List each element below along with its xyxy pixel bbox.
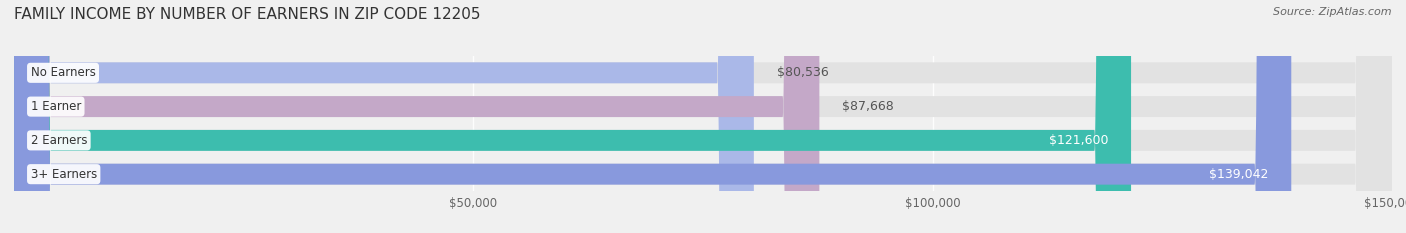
Text: No Earners: No Earners bbox=[31, 66, 96, 79]
Text: $121,600: $121,600 bbox=[1049, 134, 1108, 147]
Text: Source: ZipAtlas.com: Source: ZipAtlas.com bbox=[1274, 7, 1392, 17]
FancyBboxPatch shape bbox=[14, 0, 1392, 233]
FancyBboxPatch shape bbox=[14, 0, 1130, 233]
FancyBboxPatch shape bbox=[14, 0, 1392, 233]
FancyBboxPatch shape bbox=[14, 0, 1392, 233]
FancyBboxPatch shape bbox=[14, 0, 754, 233]
Text: FAMILY INCOME BY NUMBER OF EARNERS IN ZIP CODE 12205: FAMILY INCOME BY NUMBER OF EARNERS IN ZI… bbox=[14, 7, 481, 22]
FancyBboxPatch shape bbox=[14, 0, 820, 233]
FancyBboxPatch shape bbox=[14, 0, 1291, 233]
Text: $139,042: $139,042 bbox=[1209, 168, 1268, 181]
Text: 1 Earner: 1 Earner bbox=[31, 100, 82, 113]
Text: $80,536: $80,536 bbox=[778, 66, 828, 79]
Text: $87,668: $87,668 bbox=[842, 100, 894, 113]
FancyBboxPatch shape bbox=[14, 0, 1392, 233]
Text: 2 Earners: 2 Earners bbox=[31, 134, 87, 147]
Text: 3+ Earners: 3+ Earners bbox=[31, 168, 97, 181]
